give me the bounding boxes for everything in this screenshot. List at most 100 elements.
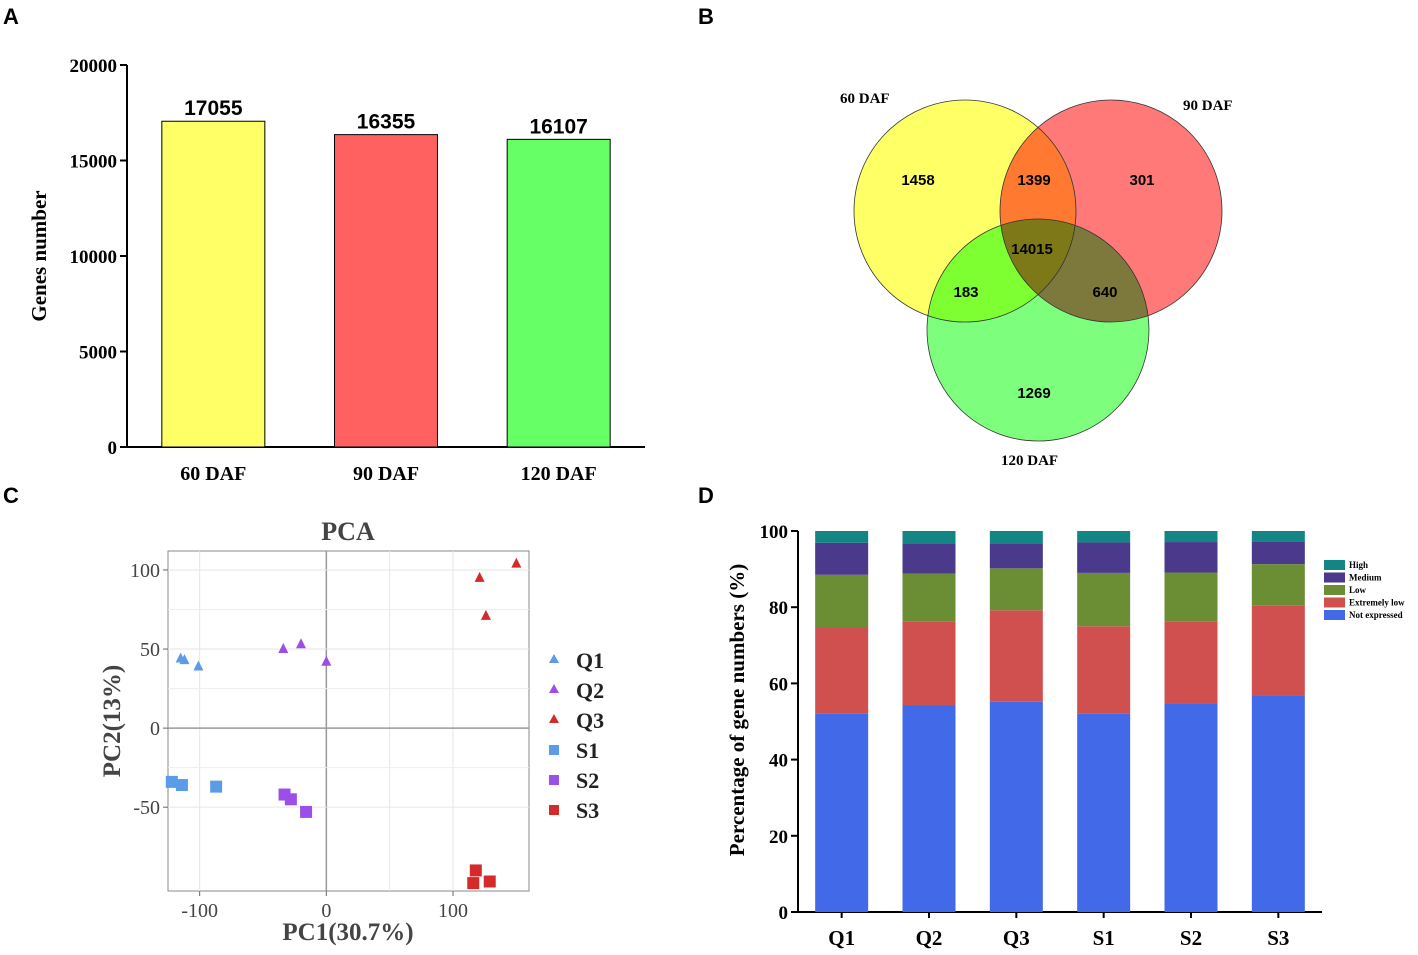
d-bar-segment-q2-extremely-low	[902, 621, 956, 706]
bar-chart-genes-number: Genes number 0 5000 10000 15000 20000 17055 60…	[27, 56, 645, 485]
y-axis-label: Genes number	[27, 190, 51, 321]
d-bar-segment-q2-high	[902, 531, 956, 544]
x-tick-label-60-daf: 60 DAF	[180, 463, 246, 485]
d-bar-segment-s1-not-expressed	[1077, 713, 1131, 912]
d-bar-segment-s3-low	[1251, 564, 1305, 606]
bar-120-daf	[506, 138, 611, 448]
d-legend-label-not-expressed: Not expressed	[1349, 610, 1403, 620]
pca-legend-label-s1: S1	[576, 738, 599, 763]
d-bar-segment-s2-low	[1164, 572, 1218, 622]
panel-label-a: A	[3, 4, 19, 29]
d-bar-segment-q2-low	[902, 573, 956, 622]
pca-legend-label-s3: S3	[576, 798, 599, 823]
pca-point-q3-1	[511, 557, 522, 568]
venn-outline-60-daf	[853, 99, 1077, 323]
pca-point-s3-1	[467, 877, 480, 890]
d-bar-segment-s2-extremely-low	[1164, 621, 1218, 704]
pca-legend-marker-s1	[549, 745, 559, 755]
venn-region-90-only: 301	[1129, 172, 1154, 189]
venn-diagram: 60 DAF 90 DAF 120 DAF 1458 301 1269 1399…	[840, 91, 1233, 469]
bar-value-label-60-daf: 17055	[184, 97, 243, 120]
pca-point-s3-0	[469, 864, 482, 877]
d-bar-segment-s3-high	[1251, 531, 1305, 542]
pca-legend-label-q2: Q2	[576, 678, 604, 703]
pca-scatter-plot: PCA PC1(30.7%) PC2(13%) -100 0 100 -50 0 50 10…	[99, 517, 604, 946]
bar-value-label-90-daf: 16355	[357, 111, 416, 134]
d-y-tick-label-100: 100	[760, 522, 789, 543]
d-x-tick-label-s1: S1	[1093, 926, 1115, 950]
pca-point-q1-2	[193, 660, 204, 671]
pca-point-q2-2	[321, 655, 332, 666]
y-tick-label-20000: 20000	[70, 56, 118, 77]
venn-region-60-only: 1458	[901, 172, 934, 189]
d-bar-segment-s3-medium	[1251, 541, 1305, 565]
d-x-tick-label-q2: Q2	[916, 926, 943, 950]
pca-point-s2-2	[300, 805, 313, 818]
pca-point-s3-2	[483, 875, 496, 888]
d-y-tick-label-60: 60	[769, 674, 788, 695]
d-bar-segment-q1-low	[815, 574, 869, 628]
venn-region-all: 14015	[1011, 241, 1053, 258]
pca-point-q2-0	[278, 643, 289, 654]
d-y-axis-label: Percentage of gene numbers (%)	[725, 564, 749, 856]
stacked-bar-chart-expression: Percentage of gene numbers (%) 0 20 40 60 80…	[725, 522, 1405, 950]
pca-y-tick-label-100: 100	[130, 560, 160, 582]
y-tick-label-0: 0	[108, 438, 118, 459]
d-bar-segment-s1-low	[1077, 572, 1131, 627]
pca-legend-marker-q1	[549, 654, 559, 663]
venn-set-label-60-daf: 60 DAF	[840, 91, 890, 107]
venn-outline-90-daf	[999, 99, 1223, 323]
pca-title: PCA	[321, 517, 375, 546]
venn-outline-120-daf	[926, 218, 1150, 442]
d-bar-segment-q1-medium	[815, 542, 869, 575]
venn-circle-120-daf	[927, 219, 1149, 441]
pca-point-q3-0	[474, 571, 485, 582]
d-x-tick-label-s3: S3	[1267, 926, 1289, 950]
d-bar-segment-s1-medium	[1077, 542, 1131, 573]
x-tick-label-120-daf: 120 DAF	[521, 463, 597, 485]
d-bar-segment-s2-high	[1164, 531, 1218, 543]
pca-y-tick-label-50: 50	[140, 639, 160, 661]
d-bar-segment-s1-high	[1077, 531, 1131, 543]
y-tick-label-15000: 15000	[70, 152, 118, 173]
d-legend-swatch-high	[1324, 560, 1345, 570]
pca-grid	[168, 551, 529, 891]
pca-y-tick-label--50: -50	[133, 797, 160, 819]
d-bar-segment-s1-extremely-low	[1077, 626, 1131, 714]
pca-x-tick-label--100: -100	[181, 900, 218, 922]
venn-region-90-120: 640	[1092, 284, 1117, 301]
pca-point-s1-2	[210, 780, 223, 793]
pca-legend-marker-s2	[549, 775, 559, 785]
d-legend-swatch-not-expressed	[1324, 610, 1345, 620]
d-bar-segment-q1-high	[815, 531, 869, 543]
pca-legend-label-q3: Q3	[576, 708, 604, 733]
venn-region-60-120: 183	[953, 284, 978, 301]
pca-x-tick-label-0: 0	[321, 900, 331, 922]
d-x-tick-label-q1: Q1	[828, 926, 855, 950]
d-y-tick-label-80: 80	[769, 598, 788, 619]
d-bar-segment-q3-not-expressed	[989, 701, 1043, 912]
d-bar-segment-q1-not-expressed	[815, 713, 869, 912]
d-bar-segment-q3-high	[989, 531, 1043, 544]
pca-point-q2-1	[296, 638, 306, 649]
pca-legend-label-q1: Q1	[576, 648, 604, 673]
d-legend-swatch-low	[1324, 585, 1345, 595]
d-x-tick-label-s2: S2	[1180, 926, 1202, 950]
d-x-tick-label-q3: Q3	[1003, 926, 1030, 950]
pca-legend-marker-q2	[549, 684, 559, 693]
y-tick-label-10000: 10000	[70, 247, 118, 268]
pca-point-q1-1	[179, 654, 190, 665]
d-y-tick-label-40: 40	[769, 751, 788, 772]
venn-region-60-90: 1399	[1017, 172, 1050, 189]
panel-label-b: B	[698, 4, 714, 29]
pca-y-axis-label: PC2(13%)	[99, 665, 126, 777]
pca-point-q3-2	[480, 609, 491, 620]
d-bar-segment-s2-medium	[1164, 542, 1218, 573]
bar-60-daf	[161, 120, 266, 448]
d-bar-segment-q3-low	[989, 568, 1043, 611]
panel-label-c: C	[3, 483, 19, 508]
d-bar-segment-s3-extremely-low	[1251, 605, 1305, 696]
y-tick-label-5000: 5000	[79, 343, 117, 364]
d-bar-segment-s3-not-expressed	[1251, 695, 1305, 912]
pca-point-s2-1	[284, 793, 297, 806]
